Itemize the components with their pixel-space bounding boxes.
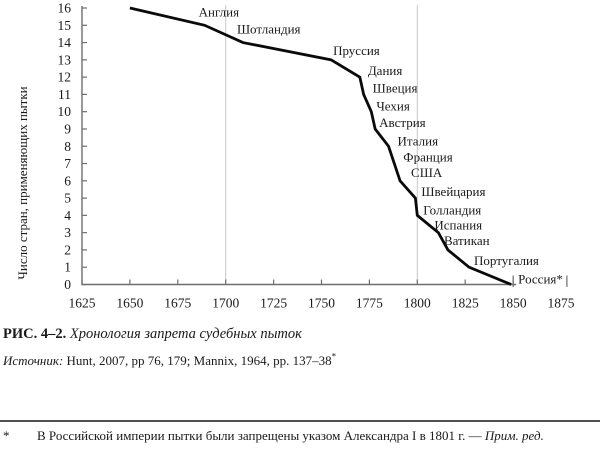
y-tick-label-0: 0 [64,277,71,292]
source-footnote-mark: * [331,351,337,362]
x-tick-label-1825: 1825 [452,296,479,311]
country-label-10: Чехия [376,99,410,114]
source-line: Источник: Hunt, 2007, pp 76, 179; Mannix… [3,351,594,369]
country-label-8: Италия [398,133,439,148]
y-tick-label-4: 4 [64,208,71,223]
y-tick-label-15: 15 [58,18,72,33]
y-tick-label-16: 16 [58,1,72,16]
footnote-editor-note: Прим. ред. [484,428,544,443]
country-label-11: Швеция [373,80,418,95]
y-tick-label-1: 1 [64,260,71,275]
figure-number: РИС. 4–2. [3,326,67,342]
country-label-7: Франция [403,150,452,165]
y-tick-label-2: 2 [64,242,71,257]
x-tick-label-1700: 1700 [212,296,239,311]
footnote: * В Российской империи пытки были запрещ… [3,428,596,444]
country-label-6: США [411,165,443,180]
y-tick-label-14: 14 [58,35,72,50]
country-label-0: Россия* [518,272,563,287]
country-label-9: Австрия [379,115,426,130]
y-tick-label-5: 5 [64,191,71,206]
footnote-marker: * [3,428,10,443]
footnote-text: В Российской империи пытки были запрещен… [37,428,544,443]
y-tick-label-10: 10 [58,104,72,119]
y-tick-label-13: 13 [58,52,72,67]
x-tick-label-1850: 1850 [500,296,527,311]
y-tick-label-3: 3 [64,225,71,240]
label-mask [516,271,565,289]
source-text: Hunt, 2007, pp 76, 179; Mannix, 1964, pp… [63,353,332,368]
y-tick-label-11: 11 [58,87,71,102]
country-label-4: Голландия [423,202,481,217]
abolition-data-line [129,6,512,286]
x-tick-label-1725: 1725 [260,296,287,311]
x-tick-label-1675: 1675 [164,296,191,311]
y-tick-label-7: 7 [64,156,71,171]
y-tick-label-12: 12 [58,70,72,85]
y-tick-label-6: 6 [64,173,71,188]
y-axis-title: Число стран, применяющих пытки [15,86,30,279]
x-tick-label-1800: 1800 [404,296,431,311]
figure-caption: РИС. 4–2. Хронология запрета судебных пы… [3,326,594,343]
country-label-3: Испания [434,218,482,233]
x-tick-label-1625: 1625 [69,296,96,311]
x-tick-label-1750: 1750 [308,296,335,311]
x-tick-label-1650: 1650 [116,296,143,311]
country-label-1: Португалия [474,253,539,268]
country-label-14: Шотландия [237,22,301,37]
y-tick-label-9: 9 [64,121,71,136]
x-tick-label-1775: 1775 [356,296,383,311]
country-label-5: Швейцария [421,184,485,199]
x-tick-label-1875: 1875 [548,296,575,311]
source-prefix: Источник: [3,353,64,368]
figure-title: Хронология запрета судебных пыток [69,326,302,342]
country-label-13: Пруссия [333,43,380,58]
country-label-2: Ватикан [444,233,490,248]
y-tick-label-8: 8 [64,139,71,154]
country-label-15: Англия [199,4,239,19]
country-label-12: Дания [368,63,403,78]
footnote-divider [0,420,600,422]
